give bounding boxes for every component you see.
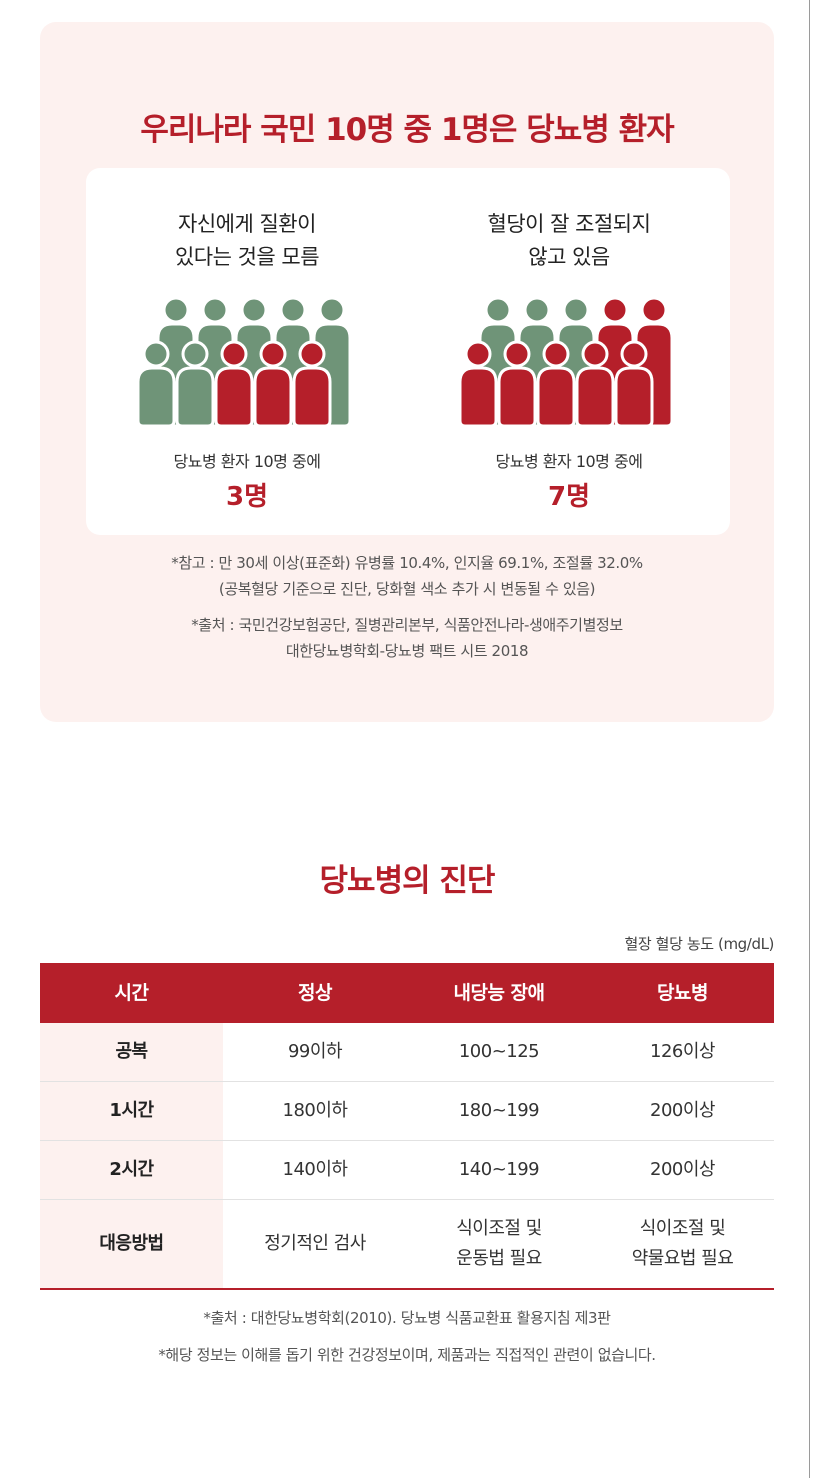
person-icon-highlighted (536, 340, 576, 426)
source-note: *출처 : 국민건강보험공단, 질병관리본부, 식품안전나라-생애주기별정보 (191, 616, 623, 634)
disclaimer-footnote: *해당 정보는 이해를 돕기 위한 건강정보이며, 제품과는 직접적인 관련이 … (158, 1346, 656, 1364)
stat-caption: 당뇨병 환자 10명 중에 (173, 452, 321, 471)
unit-label: 혈장 혈당 농도 (mg/dL) (624, 935, 775, 953)
header-cell-impaired: 내당능 장애 (453, 982, 545, 1004)
table-cell: 140~199 (458, 1159, 540, 1180)
person-icon-highlighted (497, 340, 537, 426)
person-icon-highlighted (214, 340, 254, 426)
stat-title-line: 자신에게 질환이 (178, 212, 316, 236)
table-cell: 공복 (40, 1023, 223, 1081)
statistics-notes: *참고 : 만 30세 이상(표준화) 유병률 10.4%, 인지율 69.1%… (40, 550, 774, 664)
diagnosis-table: 시간 정상 내당능 장애 당뇨병 공복 99이하 100~125 126이상 1… (40, 963, 774, 1290)
headline: 우리나라 국민 10명 중 1명은 당뇨병 환자 (140, 112, 674, 148)
statistics-panel: 우리나라 국민 10명 중 1명은 당뇨병 환자 자신에게 질환이 있다는 것을… (40, 22, 774, 722)
table-header-row: 시간 정상 내당능 장애 당뇨병 (40, 963, 774, 1023)
table-cell: 1시간 (40, 1082, 223, 1140)
stat-title: 혈당이 잘 조절되지 않고 있음 (408, 208, 730, 274)
person-icon (175, 340, 215, 426)
source-footnote: *출처 : 대한당뇨병학회(2010). 당뇨병 식품교환표 활용지침 제3판 (203, 1309, 611, 1327)
reference-note: (공복혈당 기준으로 진단, 당화혈 색소 추가 시 변동될 수 있음) (218, 580, 596, 598)
table-cell: 140이하 (282, 1159, 348, 1180)
stat-caption: 당뇨병 환자 10명 중에 (495, 452, 643, 471)
stat-value: 7명 (547, 482, 590, 512)
table-cell: 200이상 (650, 1100, 715, 1121)
table-row: 2시간 140이하 140~199 200이상 (40, 1141, 774, 1200)
table-cell: 180~199 (458, 1100, 540, 1121)
person-icon-highlighted (458, 340, 498, 426)
table-cell: 2시간 (40, 1141, 223, 1199)
table-cell: 식이조절 및 운동법 필요 (407, 1200, 591, 1288)
table-cell: 126이상 (650, 1041, 715, 1062)
stat-title-line: 있다는 것을 모름 (174, 245, 320, 269)
header-cell-time: 시간 (114, 982, 149, 1004)
cell-line: 식이조절 및 (639, 1218, 726, 1239)
person-icon-highlighted (292, 340, 332, 426)
table-row-response: 대응방법 정기적인 검사 식이조절 및 운동법 필요 식이조절 및 약물요법 필… (40, 1200, 774, 1290)
frame-edge (809, 0, 810, 1478)
cell-line: 운동법 필요 (456, 1248, 542, 1269)
table-cell: 정기적인 검사 (264, 1233, 366, 1254)
diagnosis-title: 당뇨병의 진단 (319, 863, 496, 899)
stat-value: 3명 (225, 482, 268, 512)
source-note: 대한당뇨병학회-당뇨병 팩트 시트 2018 (285, 642, 529, 660)
table-cell: 180이하 (282, 1100, 348, 1121)
table-cell: 200이상 (650, 1159, 715, 1180)
header-cell-normal: 정상 (298, 982, 332, 1004)
table-row: 공복 99이하 100~125 126이상 (40, 1023, 774, 1082)
table-cell: 대응방법 (40, 1200, 223, 1288)
people-icon-group (136, 296, 352, 426)
stat-title-line: 않고 있음 (528, 245, 610, 269)
statistics-card: 자신에게 질환이 있다는 것을 모름 당뇨병 환자 10명 중에 3명 혈당이 … (86, 168, 730, 535)
person-icon (136, 340, 176, 426)
reference-note: *참고 : 만 30세 이상(표준화) 유병률 10.4%, 인지율 69.1%… (171, 554, 643, 572)
header-cell-diabetes: 당뇨병 (657, 982, 708, 1004)
stat-title-line: 혈당이 잘 조절되지 (487, 212, 651, 236)
people-icon-group (458, 296, 674, 426)
person-icon-highlighted (614, 340, 654, 426)
table-cell: 100~125 (458, 1041, 540, 1062)
table-cell: 식이조절 및 약물요법 필요 (591, 1200, 774, 1288)
diagnosis-footnotes: *출처 : 대한당뇨병학회(2010). 당뇨병 식품교환표 활용지침 제3판 … (0, 1300, 814, 1374)
cell-line: 약물요법 필요 (631, 1248, 734, 1269)
person-icon-highlighted (253, 340, 293, 426)
stat-title: 자신에게 질환이 있다는 것을 모름 (86, 208, 408, 274)
table-row: 1시간 180이하 180~199 200이상 (40, 1082, 774, 1141)
person-icon-highlighted (575, 340, 615, 426)
stat-uncontrolled: 혈당이 잘 조절되지 않고 있음 당뇨병 환자 10명 중에 7명 (408, 168, 730, 535)
table-cell: 99이하 (287, 1041, 343, 1062)
stat-unaware: 자신에게 질환이 있다는 것을 모름 당뇨병 환자 10명 중에 3명 (86, 168, 408, 535)
cell-line: 식이조절 및 (456, 1218, 542, 1239)
